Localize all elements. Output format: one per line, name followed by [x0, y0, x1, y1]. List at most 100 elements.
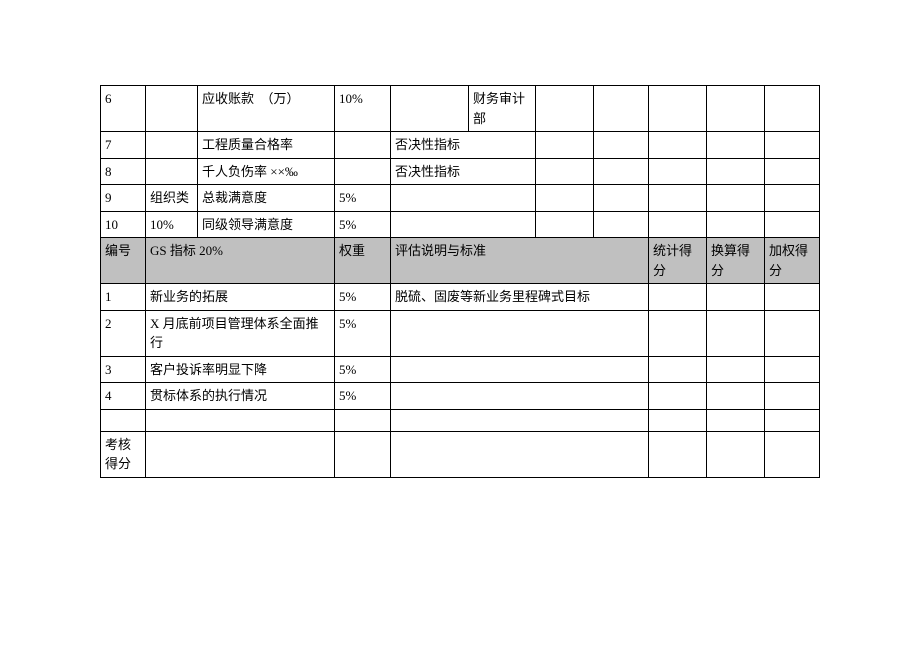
cell-eval [391, 211, 536, 238]
cell-cat [146, 158, 198, 185]
cell-score [765, 86, 820, 132]
cell-blank [335, 409, 391, 431]
cell-score [707, 356, 765, 383]
cell-score [707, 284, 765, 311]
cell-score [649, 132, 707, 159]
cell-name: 客户投诉率明显下降 [146, 356, 335, 383]
cell-name: X 月底前项目管理体系全面推行 [146, 310, 335, 356]
cell-blank [536, 86, 594, 132]
table-row-empty [101, 409, 820, 431]
cell-eval [391, 356, 649, 383]
cell-score [765, 132, 820, 159]
header-score3: 加权得分 [765, 238, 820, 284]
cell-blank [391, 409, 649, 431]
cell-weight [335, 132, 391, 159]
header-eval: 评估说明与标准 [391, 238, 649, 284]
cell-num: 6 [101, 86, 146, 132]
cell-score [707, 158, 765, 185]
cell-score [765, 383, 820, 410]
cell-score [649, 86, 707, 132]
cell-blank [594, 185, 649, 212]
cell-blank [146, 431, 335, 477]
cell-eval [391, 86, 469, 132]
cell-score [649, 158, 707, 185]
footer-label: 考核得分 [101, 431, 146, 477]
cell-score [707, 185, 765, 212]
cell-name: 同级领导满意度 [198, 211, 335, 238]
cell-score [649, 185, 707, 212]
cell-weight: 5% [335, 310, 391, 356]
cell-blank [594, 158, 649, 185]
table-row: 6 应收账款 （万） 10% 财务审计部 [101, 86, 820, 132]
cell-score [765, 284, 820, 311]
cell-eval [391, 310, 649, 356]
cell-blank [649, 431, 707, 477]
table-header-row: 编号 GS 指标 20% 权重 评估说明与标准 统计得分 换算得分 加权得分 [101, 238, 820, 284]
cell-score [649, 383, 707, 410]
cell-num: 3 [101, 356, 146, 383]
cell-weight: 5% [335, 383, 391, 410]
cell-name: 新业务的拓展 [146, 284, 335, 311]
cell-name: 总裁满意度 [198, 185, 335, 212]
header-score2: 换算得分 [707, 238, 765, 284]
cell-eval: 否决性指标 [391, 158, 536, 185]
cell-score [765, 310, 820, 356]
cell-weight: 5% [335, 185, 391, 212]
header-gs: GS 指标 20% [146, 238, 335, 284]
cell-num: 8 [101, 158, 146, 185]
cell-blank [101, 409, 146, 431]
cell-dept: 财务审计部 [469, 86, 536, 132]
cell-cat: 组织类 [146, 185, 198, 212]
cell-score [765, 158, 820, 185]
cell-score [649, 356, 707, 383]
cell-cat [146, 86, 198, 132]
cell-score [765, 211, 820, 238]
cell-num: 7 [101, 132, 146, 159]
cell-num: 2 [101, 310, 146, 356]
cell-blank [536, 132, 594, 159]
cell-blank [707, 409, 765, 431]
table-footer-row: 考核得分 [101, 431, 820, 477]
assessment-table: 6 应收账款 （万） 10% 财务审计部 7 工程质量合格率 否决性指标 8 千… [100, 85, 820, 478]
cell-num: 9 [101, 185, 146, 212]
cell-weight [335, 158, 391, 185]
cell-eval: 脱硫、固废等新业务里程碑式目标 [391, 284, 649, 311]
cell-blank [594, 132, 649, 159]
cell-score [707, 86, 765, 132]
cell-name: 千人负伤率 ××‰ [198, 158, 335, 185]
cell-eval [391, 185, 536, 212]
cell-blank [536, 185, 594, 212]
cell-blank [649, 409, 707, 431]
cell-blank [594, 86, 649, 132]
cell-score [707, 211, 765, 238]
cell-eval [391, 383, 649, 410]
cell-score [649, 310, 707, 356]
cell-weight: 5% [335, 356, 391, 383]
header-score1: 统计得分 [649, 238, 707, 284]
cell-weight: 5% [335, 211, 391, 238]
cell-num: 10 [101, 211, 146, 238]
table-row: 7 工程质量合格率 否决性指标 [101, 132, 820, 159]
cell-blank [594, 211, 649, 238]
cell-blank [765, 431, 820, 477]
cell-score [765, 356, 820, 383]
table-row: 10 10% 同级领导满意度 5% [101, 211, 820, 238]
header-weight: 权重 [335, 238, 391, 284]
cell-blank [536, 211, 594, 238]
cell-score [765, 185, 820, 212]
cell-name: 应收账款 （万） [198, 86, 335, 132]
table-row: 3 客户投诉率明显下降 5% [101, 356, 820, 383]
table-row: 8 千人负伤率 ××‰ 否决性指标 [101, 158, 820, 185]
cell-score [707, 383, 765, 410]
table-row: 2 X 月底前项目管理体系全面推行 5% [101, 310, 820, 356]
cell-score [707, 310, 765, 356]
cell-blank [146, 409, 335, 431]
cell-eval: 否决性指标 [391, 132, 536, 159]
cell-score [649, 284, 707, 311]
table-row: 9 组织类 总裁满意度 5% [101, 185, 820, 212]
cell-blank [335, 431, 391, 477]
cell-score [707, 132, 765, 159]
cell-blank [707, 431, 765, 477]
cell-score [649, 211, 707, 238]
cell-name: 贯标体系的执行情况 [146, 383, 335, 410]
